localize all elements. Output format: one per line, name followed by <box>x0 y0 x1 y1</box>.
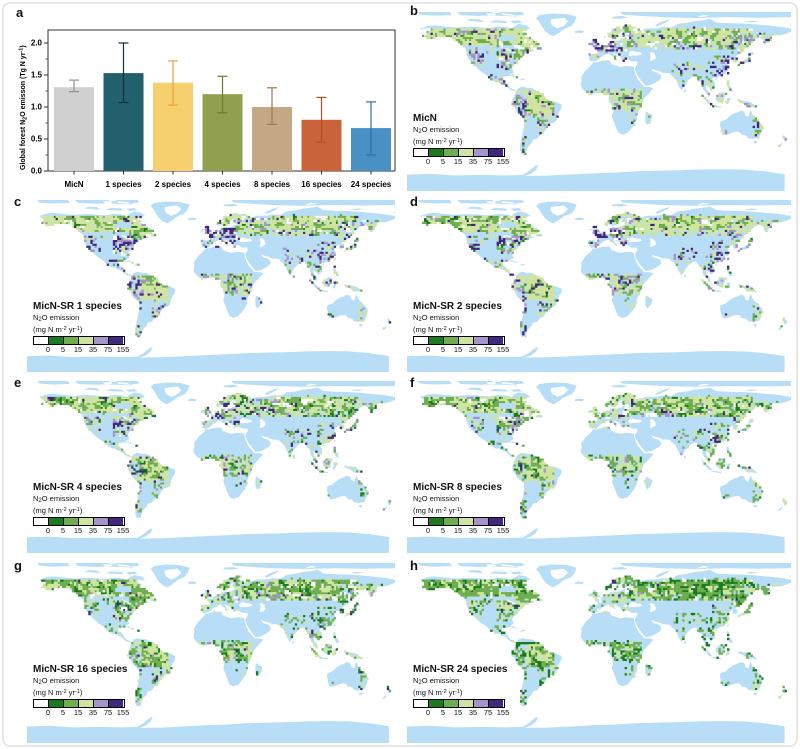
svg-text:1.5: 1.5 <box>31 71 43 80</box>
svg-text:2 species: 2 species <box>155 180 192 189</box>
svg-text:MicN: MicN <box>64 180 83 189</box>
svg-text:1.0: 1.0 <box>31 103 43 112</box>
svg-text:24 species: 24 species <box>351 180 392 189</box>
svg-text:Global forest N2O emisson (Tg: Global forest N2O emisson (Tg N yr-1) <box>19 45 29 170</box>
svg-text:4 species: 4 species <box>204 180 241 189</box>
svg-text:2.0: 2.0 <box>31 39 43 48</box>
svg-text:0.0: 0.0 <box>31 167 43 176</box>
svg-text:0.5: 0.5 <box>31 135 43 144</box>
svg-text:1 species: 1 species <box>105 180 142 189</box>
svg-text:16 species: 16 species <box>301 180 342 189</box>
svg-text:8 species: 8 species <box>254 180 291 189</box>
